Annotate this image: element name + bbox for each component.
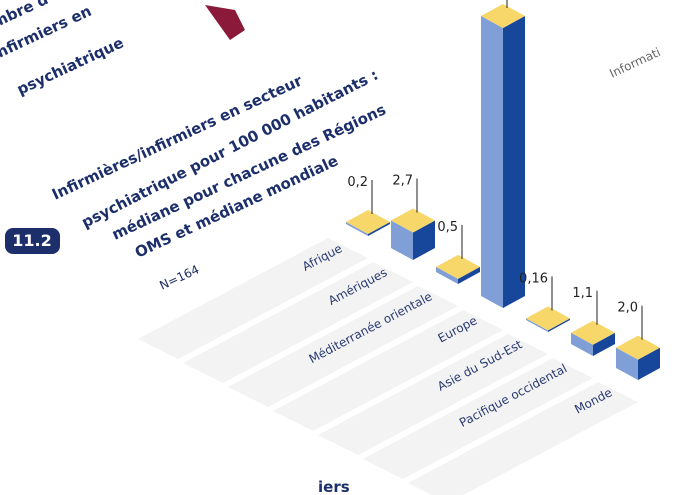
bar-right bbox=[458, 266, 480, 284]
value-label: 0,2 bbox=[347, 175, 368, 190]
bar-left bbox=[481, 16, 503, 308]
bar-right bbox=[503, 16, 525, 308]
bar bbox=[526, 306, 570, 332]
bar-right bbox=[413, 220, 435, 260]
bar bbox=[571, 320, 615, 356]
value-label: 0,5 bbox=[437, 220, 458, 235]
bar-right bbox=[593, 332, 615, 356]
value-label: 1,1 bbox=[572, 286, 593, 301]
n-label: N=164 bbox=[157, 262, 201, 292]
bar-right bbox=[638, 347, 660, 380]
bar bbox=[481, 4, 525, 308]
bar bbox=[436, 254, 480, 284]
bar bbox=[346, 209, 390, 236]
figure-badge bbox=[5, 228, 60, 254]
bar-top bbox=[391, 208, 435, 233]
value-label: 2,0 bbox=[617, 301, 638, 316]
bar-right bbox=[368, 221, 390, 236]
bar-top bbox=[436, 254, 480, 279]
bar-left bbox=[436, 266, 458, 284]
bar bbox=[391, 208, 435, 260]
bar-left bbox=[571, 332, 593, 356]
bar-right bbox=[548, 318, 570, 332]
bar-top bbox=[346, 209, 390, 234]
bar-left bbox=[391, 220, 413, 260]
bar-top bbox=[571, 320, 615, 345]
bar bbox=[616, 335, 660, 380]
bar-left bbox=[526, 318, 548, 332]
category-band bbox=[408, 382, 638, 495]
figure-number: 11.2 bbox=[12, 231, 51, 250]
category-band bbox=[228, 286, 458, 407]
category-band bbox=[318, 334, 548, 455]
bar-left bbox=[616, 347, 638, 380]
category-band bbox=[363, 358, 593, 479]
category-band bbox=[183, 262, 413, 383]
icon bbox=[205, 5, 245, 40]
bar-top bbox=[616, 335, 660, 360]
fragment: Informati bbox=[607, 45, 662, 81]
value-label: 0,16 bbox=[519, 271, 548, 286]
bar-top bbox=[526, 306, 570, 331]
value-label: 2,7 bbox=[392, 174, 413, 189]
bar-top bbox=[481, 4, 525, 28]
category-band bbox=[138, 238, 368, 359]
fragment: iers bbox=[318, 478, 350, 495]
category-band bbox=[273, 310, 503, 431]
bar-left bbox=[346, 221, 368, 236]
